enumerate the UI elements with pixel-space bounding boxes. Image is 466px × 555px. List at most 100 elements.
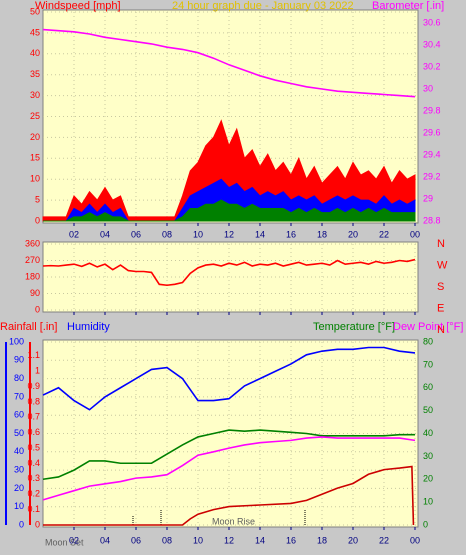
- y2-tick-label: 29.4: [423, 149, 441, 159]
- x-tick-label: 12: [224, 229, 234, 239]
- x-tick-label: 02: [69, 229, 79, 239]
- y2-tick-label: 28.8: [423, 215, 441, 225]
- y-tick-label: 90: [14, 355, 24, 365]
- y-tick-label: 30: [14, 464, 24, 474]
- y3-tick-label: 0.9: [27, 381, 40, 391]
- y2-tick-label: 29.2: [423, 171, 441, 181]
- y3-tick-label: 0.7: [27, 412, 40, 422]
- y-tick-label: 10: [14, 501, 24, 511]
- chart-title: 24 hour graph due - January 03 2022: [172, 0, 354, 12]
- rain-axis-label: Rainfall [.in]: [0, 321, 57, 333]
- x-tick-label: 10: [193, 535, 203, 545]
- y3-tick-label: 0.8: [27, 396, 40, 406]
- y2-tick-label: 10: [423, 497, 433, 507]
- y-tick-label: 60: [14, 410, 24, 420]
- y-tick-label: 360: [25, 238, 40, 248]
- y-tick-label: 40: [14, 446, 24, 456]
- y3-tick-label: 0.2: [27, 489, 40, 499]
- y-tick-label: 50: [14, 428, 24, 438]
- temperature-axis-label: Temperature [°F]: [313, 321, 395, 333]
- y2-tick-label: 40: [423, 428, 433, 438]
- wind-axis-label: Windspeed [mph]: [35, 0, 121, 12]
- y-tick-label: 30: [30, 90, 40, 100]
- series-line: [43, 465, 415, 526]
- y-tick-label: 15: [30, 153, 40, 163]
- y-tick-label: 0: [35, 304, 40, 314]
- x-tick-label: 04: [100, 229, 110, 239]
- x-tick-label: 22: [379, 535, 389, 545]
- y-tick-label: 25: [30, 111, 40, 121]
- barometer-axis-label: Barometer [.in]: [372, 0, 444, 12]
- x-tick-label: 10: [193, 229, 203, 239]
- x-tick-label: 00: [410, 535, 420, 545]
- y2-tick-label: 30: [423, 83, 433, 93]
- x-tick-label: 16: [286, 229, 296, 239]
- x-tick-label: 12: [224, 535, 234, 545]
- y-tick-label: 270: [25, 255, 40, 265]
- plot-areas: [42, 9, 419, 528]
- y2-tick-label: 30.2: [423, 61, 441, 71]
- compass-label: W: [437, 259, 448, 271]
- dewpoint-axis-label: Dew Point [°F]: [393, 321, 463, 333]
- y3-tick-label: 0.1: [27, 504, 40, 514]
- y-tick-label: 180: [25, 271, 40, 281]
- y2-tick-label: 20: [423, 474, 433, 484]
- y2-tick-label: 30: [423, 451, 433, 461]
- y2-tick-label: 29.6: [423, 127, 441, 137]
- y3-tick-label: 0: [35, 519, 40, 529]
- series-line: [42, 258, 416, 287]
- x-tick-label: 18: [317, 535, 327, 545]
- y-tick-label: 40: [30, 48, 40, 58]
- y3-tick-label: 0.5: [27, 442, 40, 452]
- y-tick-label: 100: [9, 336, 24, 346]
- y2-tick-label: 70: [423, 359, 433, 369]
- x-tick-label: 02: [69, 535, 79, 545]
- y2-tick-label: 0: [423, 519, 428, 529]
- y-tick-label: 10: [30, 174, 40, 184]
- y-tick-label: 80: [14, 373, 24, 383]
- x-tick-label: 14: [255, 229, 265, 239]
- y2-tick-label: 80: [423, 336, 433, 346]
- y-tick-label: 90: [30, 288, 40, 298]
- y3-tick-label: 0.4: [27, 458, 40, 468]
- y2-tick-label: 29.8: [423, 105, 441, 115]
- x-tick-label: 20: [348, 535, 358, 545]
- x-tick-label: 18: [317, 229, 327, 239]
- y-tick-label: 70: [14, 391, 24, 401]
- compass-label: N: [437, 238, 445, 250]
- x-tick-label: 14: [255, 535, 265, 545]
- y-tick-label: 45: [30, 27, 40, 37]
- x-tick-label: 06: [131, 229, 141, 239]
- y2-tick-label: 30.4: [423, 39, 441, 49]
- y2-tick-label: 30.6: [423, 17, 441, 27]
- x-tick-label: 04: [100, 535, 110, 545]
- x-tick-label: 16: [286, 535, 296, 545]
- series-line: [42, 28, 416, 98]
- y3-tick-label: 1: [35, 366, 40, 376]
- y3-tick-label: 0.3: [27, 473, 40, 483]
- y3-tick-label: 1.1: [27, 350, 40, 360]
- series-line: [42, 429, 415, 481]
- x-tick-label: 08: [162, 535, 172, 545]
- moon-rise: Moon Rise: [212, 516, 255, 526]
- y-tick-label: 20: [14, 483, 24, 493]
- series-area: [43, 178, 416, 222]
- series-area: [43, 199, 416, 222]
- x-tick-label: 00: [410, 229, 420, 239]
- y3-tick-label: 0.6: [27, 427, 40, 437]
- x-tick-label: 20: [348, 229, 358, 239]
- x-tick-label: 06: [131, 535, 141, 545]
- compass-label: S: [437, 281, 444, 293]
- y2-tick-label: 60: [423, 382, 433, 392]
- y-tick-label: 0: [19, 519, 24, 529]
- compass-label: N: [437, 324, 445, 336]
- y2-tick-label: 29: [423, 193, 433, 203]
- series-line: [42, 436, 416, 501]
- y-tick-label: 0: [35, 215, 40, 225]
- x-tick-label: 08: [162, 229, 172, 239]
- y-tick-label: 20: [30, 132, 40, 142]
- moon-set: Moon Set: [45, 537, 84, 547]
- humidity-axis-label: Humidity: [67, 321, 110, 333]
- series-area: [42, 119, 416, 222]
